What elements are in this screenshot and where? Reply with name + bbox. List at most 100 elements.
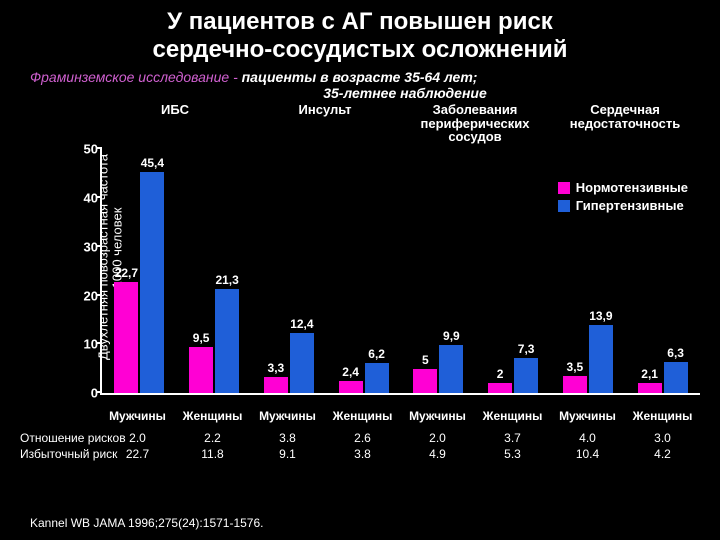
risk-cell: 4.9 — [400, 447, 475, 461]
subtitle: Фраминземское исследование - пациенты в … — [0, 67, 720, 107]
bar-label: 22,7 — [115, 266, 138, 280]
bar-pair: 9,521,3 — [177, 149, 252, 393]
bar-label: 13,9 — [589, 309, 612, 323]
risk-cell: 4.2 — [625, 447, 700, 461]
bar-label: 45,4 — [141, 156, 164, 170]
legend-item: Гипертензивные — [558, 197, 688, 215]
ytick-label: 20 — [68, 288, 98, 303]
bar-normo: 5 — [413, 369, 437, 393]
ytick-label: 50 — [68, 142, 98, 157]
bar-normo: 22,7 — [114, 282, 138, 393]
bar-pair: 3,3 12,4 — [252, 149, 327, 393]
ytick-label: 0 — [68, 386, 98, 401]
slide-title: У пациентов с АГ повышен риск сердечно-с… — [0, 0, 720, 67]
x-label: Мужчины — [400, 409, 475, 423]
ytick-label: 40 — [68, 191, 98, 206]
risk-cell: 3.7 — [475, 431, 550, 445]
bar-label: 9,5 — [193, 331, 210, 345]
bar-label: 2 — [497, 367, 504, 381]
risk-row2-cells: 22.711.89.13.84.95.310.44.2 — [100, 447, 700, 461]
risk-cell: 11.8 — [175, 447, 250, 461]
ytick-label: 10 — [68, 337, 98, 352]
x-label: Женщины — [325, 409, 400, 423]
bar-hyper: 6,3 — [664, 362, 688, 393]
bar-label: 6,2 — [368, 347, 385, 361]
bar-hyper: 12,4 — [290, 333, 314, 394]
bar-pair: 2,46,2 — [326, 149, 401, 393]
bar-hyper: 45,4 — [140, 172, 164, 394]
bar-normo: 9,5 — [189, 347, 213, 393]
ytick-mark — [96, 196, 102, 198]
bar-label: 7,3 — [518, 342, 535, 356]
risk-cell: 2.0 — [400, 431, 475, 445]
x-label: Женщины — [475, 409, 550, 423]
risk-cell: 2.0 — [100, 431, 175, 445]
bar-label: 9,9 — [443, 329, 460, 343]
bar-normo: 2,1 — [638, 383, 662, 393]
x-label: Мужчины — [250, 409, 325, 423]
legend-label: Гипертензивные — [576, 197, 684, 215]
legend-item: Нормотензивные — [558, 179, 688, 197]
chart-area: Двухлетняя повозрастная частота на 1000 … — [60, 107, 700, 407]
x-label: Мужчины — [100, 409, 175, 423]
risk-row-ratio: Отношение рисков 2.02.23.82.62.03.74.03.… — [20, 431, 700, 445]
ytick-mark — [96, 147, 102, 149]
bar-normo: 2 — [488, 383, 512, 393]
legend-swatch — [558, 182, 570, 194]
bar-hyper: 9,9 — [439, 345, 463, 393]
group-header: Инсульт — [250, 103, 400, 144]
x-label: Мужчины — [550, 409, 625, 423]
bar-label: 21,3 — [215, 273, 238, 287]
bar-label: 2,4 — [342, 365, 359, 379]
ytick-mark — [96, 245, 102, 247]
bar-hyper: 7,3 — [514, 358, 538, 394]
bar-normo: 3,5 — [563, 376, 587, 393]
bar-label: 3,5 — [567, 360, 584, 374]
risk-cell: 2.6 — [325, 431, 400, 445]
risk-cell: 2.2 — [175, 431, 250, 445]
risk-cell: 3.0 — [625, 431, 700, 445]
bar-label: 5 — [422, 353, 429, 367]
subtitle-b: пациенты в возрасте 35-64 лет; — [242, 69, 478, 85]
legend-swatch — [558, 200, 570, 212]
ytick-mark — [96, 342, 102, 344]
subtitle-c: 35-летнее наблюдение — [323, 85, 487, 101]
ytick-label: 30 — [68, 239, 98, 254]
x-label: Женщины — [625, 409, 700, 423]
bar-pair: 27,3 — [476, 149, 551, 393]
group-header: ИБС — [100, 103, 250, 144]
risk-row-excess: Избыточный риск 22.711.89.13.84.95.310.4… — [20, 447, 700, 461]
bar-hyper: 21,3 — [215, 289, 239, 393]
group-header: Сердечная недостаточность — [550, 103, 700, 144]
legend: НормотензивныеГипертензивные — [558, 179, 688, 215]
citation: Kannel WB JAMA 1996;275(24):1571-1576. — [30, 516, 263, 530]
risk-cell: 3.8 — [325, 447, 400, 461]
bar-label: 6,3 — [667, 346, 684, 360]
subtitle-a: Фраминземское исследование - — [30, 69, 242, 85]
risk-cell: 4.0 — [550, 431, 625, 445]
bar-normo: 2,4 — [339, 381, 363, 393]
bar-hyper: 13,9 — [589, 325, 613, 393]
bar-pair: 22,745,4 — [102, 149, 177, 393]
risk-cell: 10.4 — [550, 447, 625, 461]
bar-label: 12,4 — [290, 317, 313, 331]
bar-label: 2,1 — [641, 367, 658, 381]
risk-table: Отношение рисков 2.02.23.82.62.03.74.03.… — [20, 431, 700, 461]
risk-cell: 3.8 — [250, 431, 325, 445]
ytick-mark — [96, 391, 102, 393]
risk-cell: 5.3 — [475, 447, 550, 461]
group-header: Заболевания периферических сосудов — [400, 103, 550, 144]
group-headers: ИБСИнсультЗаболевания периферических сос… — [100, 103, 700, 144]
risk-cell: 9.1 — [250, 447, 325, 461]
bar-hyper: 6,2 — [365, 363, 389, 393]
bar-pair: 59,9 — [401, 149, 476, 393]
ytick-mark — [96, 294, 102, 296]
title-line1: У пациентов с АГ повышен риск — [167, 8, 553, 35]
x-label: Женщины — [175, 409, 250, 423]
risk-row1-cells: 2.02.23.82.62.03.74.03.0 — [100, 431, 700, 445]
x-labels: МужчиныЖенщиныМужчиныЖенщиныМужчиныЖенщи… — [100, 409, 700, 423]
risk-cell: 22.7 — [100, 447, 175, 461]
title-line2: сердечно-сосудистых осложнений — [152, 36, 567, 63]
legend-label: Нормотензивные — [576, 179, 688, 197]
bar-label: 3,3 — [268, 361, 285, 375]
